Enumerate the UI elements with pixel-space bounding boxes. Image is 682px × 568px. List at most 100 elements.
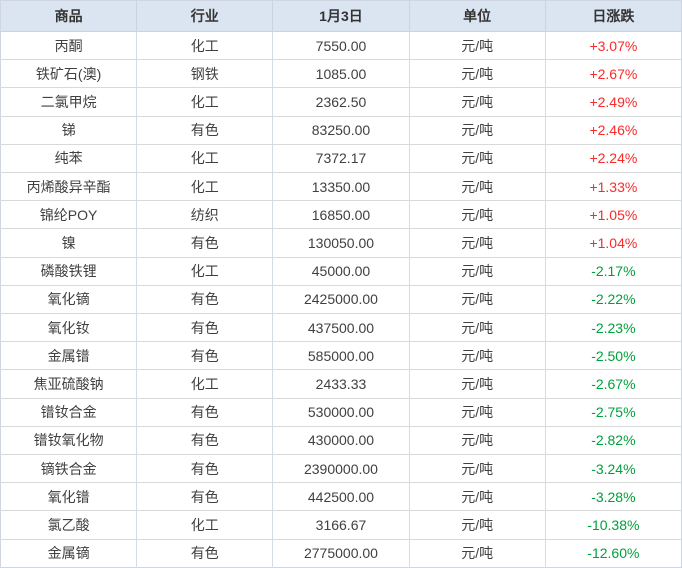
table-body: 丙酮 化工 7550.00 元/吨 +3.07% 铁矿石(澳) 钢铁 1085.00 元/吨 +2… (0, 31, 682, 568)
table-row: 镝铁合金 有色 2390000.00 元/吨 -3.24% (0, 454, 682, 484)
industry-cell: 有色 (136, 482, 274, 512)
commodity-cell: 铁矿石(澳) (0, 59, 138, 89)
industry-cell: 化工 (136, 510, 274, 540)
commodity-cell: 镨钕合金 (0, 398, 138, 427)
commodity-cell: 锑 (0, 116, 138, 145)
price-cell: 437500.00 (272, 313, 410, 343)
table-row: 二氯甲烷 化工 2362.50 元/吨 +2.49% (0, 87, 682, 117)
industry-cell: 化工 (136, 369, 274, 399)
price-cell: 83250.00 (272, 116, 410, 145)
unit-cell: 元/吨 (409, 510, 546, 540)
change-cell: -12.60% (545, 539, 682, 568)
industry-cell: 化工 (136, 144, 274, 174)
table-row: 金属镝 有色 2775000.00 元/吨 -12.60% (0, 539, 682, 568)
unit-cell: 元/吨 (409, 116, 546, 145)
price-cell: 530000.00 (272, 398, 410, 427)
table-row: 氧化镨 有色 442500.00 元/吨 -3.28% (0, 482, 682, 512)
change-cell: -2.23% (545, 313, 682, 343)
table-header: 商品 行业 1月3日 单位 日涨跌 (0, 0, 682, 32)
table-row: 锦纶POY 纺织 16850.00 元/吨 +1.05% (0, 200, 682, 230)
unit-cell: 元/吨 (409, 144, 546, 174)
change-cell: +1.04% (545, 228, 682, 258)
commodity-cell: 纯苯 (0, 144, 138, 174)
change-cell: +2.46% (545, 116, 682, 145)
commodity-cell: 氧化钕 (0, 313, 138, 343)
industry-cell: 化工 (136, 172, 274, 202)
table-row: 丙烯酸异辛酯 化工 13350.00 元/吨 +1.33% (0, 172, 682, 202)
price-cell: 7372.17 (272, 144, 410, 174)
industry-cell: 有色 (136, 313, 274, 343)
unit-cell: 元/吨 (409, 454, 546, 484)
table-row: 铁矿石(澳) 钢铁 1085.00 元/吨 +2.67% (0, 59, 682, 89)
change-cell: -2.50% (545, 341, 682, 371)
commodity-cell: 镝铁合金 (0, 454, 138, 484)
industry-cell: 有色 (136, 285, 274, 315)
table-row: 氯乙酸 化工 3166.67 元/吨 -10.38% (0, 510, 682, 540)
commodity-cell: 镨钕氧化物 (0, 426, 138, 456)
commodity-cell: 金属镨 (0, 341, 138, 371)
price-cell: 1085.00 (272, 59, 410, 89)
header-row: 商品 行业 1月3日 单位 日涨跌 (0, 0, 682, 32)
unit-cell: 元/吨 (409, 398, 546, 427)
price-cell: 7550.00 (272, 31, 410, 61)
unit-cell: 元/吨 (409, 539, 546, 568)
commodity-cell: 氧化镝 (0, 285, 138, 315)
change-cell: +2.49% (545, 87, 682, 117)
commodity-cell: 二氯甲烷 (0, 87, 138, 117)
industry-cell: 有色 (136, 539, 274, 568)
unit-cell: 元/吨 (409, 257, 546, 286)
price-cell: 2362.50 (272, 87, 410, 117)
industry-cell: 钢铁 (136, 59, 274, 89)
unit-cell: 元/吨 (409, 228, 546, 258)
price-cell: 2775000.00 (272, 539, 410, 568)
change-cell: -2.82% (545, 426, 682, 456)
change-cell: -3.24% (545, 454, 682, 484)
table-row: 金属镨 有色 585000.00 元/吨 -2.50% (0, 341, 682, 371)
price-cell: 430000.00 (272, 426, 410, 456)
table-row: 焦亚硫酸钠 化工 2433.33 元/吨 -2.67% (0, 369, 682, 399)
price-cell: 16850.00 (272, 200, 410, 230)
unit-cell: 元/吨 (409, 482, 546, 512)
commodity-cell: 丙烯酸异辛酯 (0, 172, 138, 202)
price-cell: 585000.00 (272, 341, 410, 371)
unit-cell: 元/吨 (409, 426, 546, 456)
price-cell: 442500.00 (272, 482, 410, 512)
industry-cell: 化工 (136, 257, 274, 286)
table-row: 丙酮 化工 7550.00 元/吨 +3.07% (0, 31, 682, 61)
commodity-cell: 丙酮 (0, 31, 138, 61)
change-cell: +2.24% (545, 144, 682, 174)
change-cell: +1.33% (545, 172, 682, 202)
header-commodity: 商品 (0, 0, 138, 32)
change-cell: +1.05% (545, 200, 682, 230)
table-row: 镨钕氧化物 有色 430000.00 元/吨 -2.82% (0, 426, 682, 456)
header-industry: 行业 (136, 0, 274, 32)
header-daily-change: 日涨跌 (545, 0, 682, 32)
change-cell: -2.75% (545, 398, 682, 427)
unit-cell: 元/吨 (409, 200, 546, 230)
industry-cell: 有色 (136, 454, 274, 484)
change-cell: +3.07% (545, 31, 682, 61)
unit-cell: 元/吨 (409, 87, 546, 117)
industry-cell: 有色 (136, 341, 274, 371)
unit-cell: 元/吨 (409, 369, 546, 399)
commodity-cell: 磷酸铁锂 (0, 257, 138, 286)
table-row: 镍有色 130050.00 元/吨 +1.04% (0, 228, 682, 258)
unit-cell: 元/吨 (409, 31, 546, 61)
change-cell: -10.38% (545, 510, 682, 540)
commodity-cell: 焦亚硫酸钠 (0, 369, 138, 399)
price-cell: 45000.00 (272, 257, 410, 286)
price-cell: 13350.00 (272, 172, 410, 202)
change-cell: -2.22% (545, 285, 682, 315)
table-row: 磷酸铁锂 化工 45000.00 元/吨 -2.17% (0, 257, 682, 286)
header-date: 1月3日 (272, 0, 410, 32)
unit-cell: 元/吨 (409, 313, 546, 343)
unit-cell: 元/吨 (409, 172, 546, 202)
industry-cell: 化工 (136, 31, 274, 61)
price-cell: 2433.33 (272, 369, 410, 399)
table-row: 氧化镝 有色 2425000.00 元/吨 -2.22% (0, 285, 682, 315)
commodity-cell: 金属镝 (0, 539, 138, 568)
table-row: 氧化钕 有色 437500.00 元/吨 -2.23% (0, 313, 682, 343)
unit-cell: 元/吨 (409, 285, 546, 315)
header-unit: 单位 (409, 0, 546, 32)
